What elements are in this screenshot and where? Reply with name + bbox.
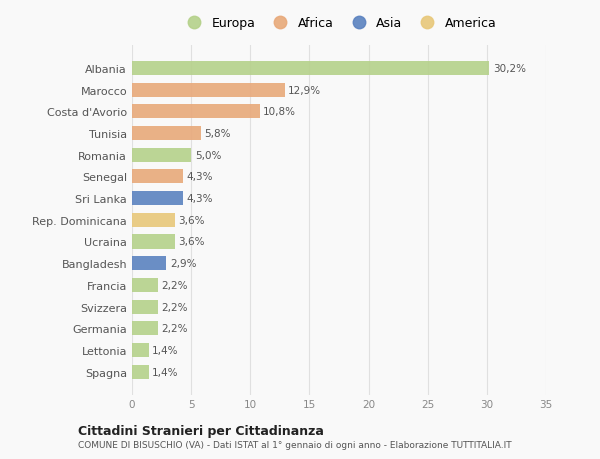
Text: COMUNE DI BISUSCHIO (VA) - Dati ISTAT al 1° gennaio di ogni anno - Elaborazione : COMUNE DI BISUSCHIO (VA) - Dati ISTAT al… <box>78 441 512 449</box>
Text: 5,8%: 5,8% <box>204 129 230 139</box>
Text: 3,6%: 3,6% <box>178 237 205 247</box>
Bar <box>132 343 149 357</box>
Text: 2,2%: 2,2% <box>161 302 188 312</box>
Text: 3,6%: 3,6% <box>178 215 205 225</box>
Text: 1,4%: 1,4% <box>152 345 179 355</box>
Text: 10,8%: 10,8% <box>263 107 296 117</box>
Bar <box>132 192 183 206</box>
Bar <box>132 278 158 292</box>
Bar <box>132 127 200 141</box>
Bar <box>132 365 149 379</box>
Bar <box>132 170 183 184</box>
Bar <box>132 62 489 76</box>
Text: 30,2%: 30,2% <box>493 64 526 74</box>
Bar <box>132 300 158 314</box>
Text: 2,9%: 2,9% <box>170 258 196 269</box>
Text: 12,9%: 12,9% <box>288 85 321 95</box>
Text: 4,3%: 4,3% <box>187 172 213 182</box>
Text: 4,3%: 4,3% <box>187 194 213 204</box>
Bar <box>132 235 175 249</box>
Text: Cittadini Stranieri per Cittadinanza: Cittadini Stranieri per Cittadinanza <box>78 424 324 437</box>
Legend: Europa, Africa, Asia, America: Europa, Africa, Asia, America <box>181 17 497 30</box>
Bar <box>132 213 175 227</box>
Bar <box>132 148 191 162</box>
Text: 2,2%: 2,2% <box>161 280 188 290</box>
Text: 1,4%: 1,4% <box>152 367 179 377</box>
Text: 2,2%: 2,2% <box>161 324 188 334</box>
Bar <box>132 257 166 271</box>
Bar <box>132 321 158 336</box>
Bar <box>132 105 260 119</box>
Text: 5,0%: 5,0% <box>194 151 221 160</box>
Bar <box>132 84 284 97</box>
